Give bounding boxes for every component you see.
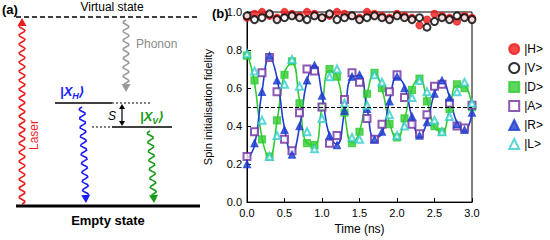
svg-text:(b): (b) xyxy=(212,6,229,21)
svg-text:Virtual state: Virtual state xyxy=(80,0,143,14)
svg-text:|XH⟩: |XH⟩ xyxy=(60,84,85,101)
svg-text:(a): (a) xyxy=(2,2,18,17)
svg-text:0.2: 0.2 xyxy=(227,158,242,170)
svg-text:Phonon: Phonon xyxy=(136,37,177,51)
svg-text:|A>: |A> xyxy=(524,99,542,113)
svg-text:|D>: |D> xyxy=(524,80,543,94)
svg-text:0.8: 0.8 xyxy=(227,44,242,56)
svg-text:2.5: 2.5 xyxy=(427,207,442,219)
svg-text:|H>: |H> xyxy=(524,42,543,56)
svg-text:Empty state: Empty state xyxy=(71,213,145,228)
svg-text:S: S xyxy=(108,109,116,123)
svg-text:Laser: Laser xyxy=(27,120,41,150)
svg-text:1.5: 1.5 xyxy=(352,207,367,219)
svg-text:|R>: |R> xyxy=(524,118,543,132)
svg-text:3.0: 3.0 xyxy=(464,207,479,219)
svg-text:2.0: 2.0 xyxy=(389,207,404,219)
svg-text:|L>: |L> xyxy=(524,137,541,151)
svg-text:|XV⟩: |XV⟩ xyxy=(140,109,164,126)
svg-text:|V>: |V> xyxy=(524,61,542,75)
svg-text:1.0: 1.0 xyxy=(314,207,329,219)
svg-text:0.4: 0.4 xyxy=(227,120,242,132)
svg-text:1.0: 1.0 xyxy=(227,6,242,18)
svg-text:0.5: 0.5 xyxy=(277,207,292,219)
svg-text:0.0: 0.0 xyxy=(239,207,254,219)
svg-text:0.0: 0.0 xyxy=(226,196,242,209)
svg-text:0.6: 0.6 xyxy=(227,82,242,94)
svg-text:Spin initialisation fidelity: Spin initialisation fidelity xyxy=(202,48,214,165)
svg-text:Time (ns): Time (ns) xyxy=(334,222,384,236)
